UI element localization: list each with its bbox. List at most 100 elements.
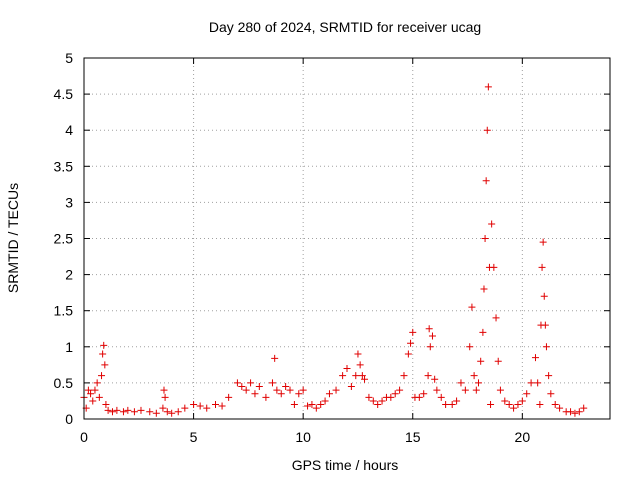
data-point	[488, 220, 496, 228]
data-point	[238, 383, 246, 391]
data-point	[163, 408, 171, 416]
data-point	[542, 343, 550, 351]
y-tick-label: 2.5	[54, 231, 74, 247]
data-point	[251, 390, 259, 398]
data-point	[540, 292, 548, 300]
data-point	[98, 372, 106, 380]
data-point	[420, 390, 428, 398]
data-point	[99, 350, 107, 358]
data-point	[480, 285, 488, 293]
data-point	[354, 350, 362, 358]
data-point	[575, 408, 583, 416]
x-axis-label: GPS time / hours	[292, 457, 399, 473]
data-point	[536, 401, 544, 409]
data-point	[490, 263, 498, 271]
data-point	[93, 379, 101, 387]
data-point	[523, 390, 531, 398]
data-point	[424, 372, 432, 380]
grid-layer	[84, 58, 610, 419]
data-point	[255, 383, 263, 391]
data-point	[374, 401, 382, 409]
data-point	[101, 361, 109, 369]
data-point	[472, 386, 480, 394]
data-point	[286, 386, 294, 394]
data-point	[308, 401, 316, 409]
chart-title: Day 280 of 2024, SRMTID for receiver uca…	[209, 19, 481, 35]
data-point	[415, 393, 423, 401]
data-point	[181, 404, 189, 412]
data-point	[299, 386, 307, 394]
data-point	[534, 379, 542, 387]
data-point	[91, 386, 99, 394]
data-point	[137, 406, 145, 414]
data-point	[510, 404, 518, 412]
data-point	[547, 390, 555, 398]
data-point	[580, 404, 588, 412]
data-point	[426, 343, 434, 351]
data-point	[514, 401, 522, 409]
data-point	[277, 390, 285, 398]
data-point	[466, 343, 474, 351]
data-point	[409, 328, 417, 336]
data-point	[518, 397, 526, 405]
data-point	[479, 328, 487, 336]
data-point	[428, 332, 436, 340]
y-tick-label: 4	[65, 122, 73, 138]
data-point	[541, 321, 549, 329]
data-point	[339, 372, 347, 380]
data-point	[242, 386, 250, 394]
data-point	[505, 401, 513, 409]
data-point	[481, 235, 489, 242]
data-point	[160, 386, 168, 394]
data-point	[442, 401, 450, 409]
data-point	[378, 397, 386, 405]
data-point	[262, 393, 270, 401]
data-point	[317, 401, 325, 409]
data-point	[104, 406, 112, 414]
data-point	[494, 357, 502, 365]
data-point	[496, 386, 504, 394]
data-point	[295, 390, 303, 398]
data-point	[347, 383, 355, 391]
data-point	[551, 401, 559, 409]
x-tick-label: 15	[405, 429, 421, 445]
data-point	[545, 372, 553, 380]
data-point	[484, 83, 492, 91]
data-point	[407, 339, 415, 347]
data-point	[468, 303, 476, 311]
data-point	[161, 393, 169, 401]
data-point	[437, 393, 445, 401]
x-tick-label: 20	[515, 429, 531, 445]
data-point	[571, 409, 579, 417]
data-point	[567, 408, 575, 416]
x-tick-label: 5	[190, 429, 198, 445]
data-point	[343, 364, 351, 372]
data-point	[89, 397, 97, 405]
data-point	[556, 404, 564, 412]
data-point	[304, 402, 312, 410]
data-point	[404, 350, 412, 358]
data-point	[84, 386, 92, 394]
data-point	[425, 325, 433, 333]
data-point	[361, 375, 369, 383]
data-point	[487, 401, 495, 409]
data-point	[130, 408, 138, 416]
data-point	[273, 386, 281, 394]
y-tick-label: 2	[65, 267, 73, 283]
data-point	[483, 126, 491, 134]
y-axis-label: SRMTID / TECUs	[5, 183, 21, 293]
data-point	[119, 408, 127, 416]
data-point	[146, 408, 154, 416]
y-tick-label: 4.5	[54, 86, 74, 102]
data-point	[321, 397, 329, 405]
y-tick-label: 0	[65, 411, 73, 427]
data-point	[174, 408, 182, 416]
data-point	[268, 379, 276, 387]
data-point	[358, 372, 366, 380]
y-tick-label: 5	[65, 50, 73, 66]
data-point	[448, 401, 456, 409]
x-tick-label: 10	[295, 429, 311, 445]
data-point	[457, 379, 465, 387]
data-point	[356, 361, 364, 369]
